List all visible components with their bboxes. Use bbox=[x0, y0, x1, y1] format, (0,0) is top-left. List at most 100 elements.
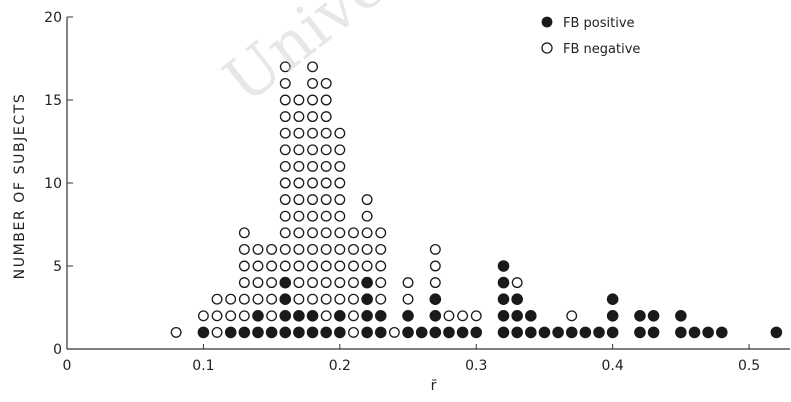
fb-negative-point bbox=[279, 94, 291, 106]
fb-negative-point bbox=[197, 310, 209, 322]
fb-negative-point bbox=[307, 111, 318, 123]
fb-negative-point bbox=[334, 127, 346, 139]
fb-positive-point bbox=[443, 326, 455, 339]
fb-negative-point bbox=[279, 210, 291, 222]
fb-negative-point bbox=[348, 260, 359, 272]
fb-positive-point bbox=[293, 309, 305, 322]
fb-positive-point bbox=[525, 309, 537, 322]
fb-negative-point bbox=[293, 293, 305, 305]
fb-negative-point bbox=[238, 277, 250, 289]
fb-negative-point bbox=[375, 277, 387, 289]
fb-negative-point bbox=[307, 260, 318, 272]
fb-positive-point bbox=[579, 326, 592, 339]
fb-positive-point bbox=[361, 276, 373, 289]
fb-negative-point bbox=[293, 144, 305, 156]
fb-negative-point bbox=[402, 277, 414, 289]
fb-negative-point bbox=[361, 227, 373, 239]
fb-positive-point bbox=[552, 326, 564, 339]
fb-negative-point bbox=[252, 243, 264, 255]
fb-negative-point bbox=[307, 160, 318, 172]
fb-negative-point bbox=[334, 277, 346, 289]
fb-negative-point bbox=[238, 227, 250, 239]
fb-negative-point bbox=[238, 310, 250, 322]
fb-positive-point bbox=[224, 326, 237, 339]
fb-negative-point bbox=[375, 243, 387, 255]
fb-negative-point bbox=[320, 177, 332, 189]
fb-negative-point bbox=[348, 277, 359, 289]
fb-positive-point bbox=[497, 326, 510, 339]
y-tick-label: 5 bbox=[53, 259, 62, 275]
fb-positive-point bbox=[279, 276, 292, 289]
fb-positive-point bbox=[538, 326, 551, 339]
fb-positive-point bbox=[361, 293, 373, 306]
fb-positive-point bbox=[361, 326, 373, 339]
fb-negative-point bbox=[320, 127, 332, 139]
fb-negative-point bbox=[348, 293, 359, 305]
fb-negative-point bbox=[307, 144, 318, 156]
fb-negative-point bbox=[402, 293, 414, 305]
x-tick-label: 0.2 bbox=[329, 358, 351, 374]
fb-negative-point bbox=[293, 111, 305, 123]
fb-negative-point bbox=[307, 127, 318, 139]
fb-negative-point bbox=[225, 310, 237, 322]
axes: 0 5 10 15 20 0 0.1 0.2 0.3 0.4 0.5 r̄ NUMBER OF SUBJ… bbox=[12, 10, 790, 394]
fb-positive-point bbox=[565, 326, 578, 339]
fb-positive-point bbox=[252, 326, 264, 339]
fb-negative-point bbox=[279, 160, 291, 172]
fb-negative-point bbox=[320, 277, 332, 289]
fb-positive-point bbox=[511, 293, 523, 306]
fb-positive-point bbox=[470, 326, 483, 339]
fb-negative-point bbox=[361, 243, 373, 255]
fb-positive-point bbox=[647, 309, 660, 322]
fb-negative-point bbox=[348, 326, 359, 338]
fb-negative-point bbox=[457, 310, 469, 322]
fb-negative-point bbox=[320, 243, 332, 255]
fb-negative-point bbox=[320, 260, 332, 272]
fb-positive-point bbox=[306, 326, 319, 339]
x-tick-label: 0.4 bbox=[602, 358, 624, 374]
fb-positive-point bbox=[252, 309, 264, 322]
y-tick-label: 10 bbox=[44, 176, 62, 192]
fb-negative-point bbox=[511, 277, 523, 289]
fb-negative-point bbox=[320, 293, 332, 305]
fb-negative-point bbox=[334, 160, 346, 172]
fb-negative-point bbox=[293, 227, 305, 239]
fb-negative-point bbox=[361, 194, 373, 206]
legend-label-fb-negative: FB negative bbox=[563, 42, 640, 57]
fb-negative-point bbox=[307, 194, 318, 206]
fb-positive-point bbox=[702, 326, 714, 339]
fb-positive-point bbox=[511, 309, 523, 322]
x-tick-label: 0.3 bbox=[465, 358, 487, 374]
fb-positive-point bbox=[606, 293, 619, 306]
fb-positive-point bbox=[606, 309, 619, 322]
fb-positive-point bbox=[770, 326, 783, 339]
fb-negative-point bbox=[307, 293, 318, 305]
fb-negative-point bbox=[334, 210, 346, 222]
fb-negative-point bbox=[266, 293, 278, 305]
fb-positive-point bbox=[279, 309, 292, 322]
fb-negative-point bbox=[279, 111, 291, 123]
x-axis-title: r̄ bbox=[431, 378, 437, 394]
fb-positive-point bbox=[402, 309, 414, 322]
fb-positive-point bbox=[497, 276, 510, 289]
fb-negative-point bbox=[334, 227, 346, 239]
fb-positive-point bbox=[593, 326, 605, 339]
fb-negative-point bbox=[238, 243, 250, 255]
fb-negative-point bbox=[334, 177, 346, 189]
fb-negative-point bbox=[170, 326, 182, 338]
fb-positive-point bbox=[606, 326, 619, 339]
fb-negative-point bbox=[361, 260, 373, 272]
x-tick-label: 0.1 bbox=[192, 358, 214, 374]
fb-negative-point bbox=[320, 144, 332, 156]
legend-label-fb-positive: FB positive bbox=[563, 16, 635, 31]
fb-negative-point bbox=[334, 243, 346, 255]
fb-negative-point bbox=[238, 260, 250, 272]
fb-negative-point bbox=[279, 243, 291, 255]
fb-negative-point bbox=[252, 260, 264, 272]
legend-marker-fb-negative bbox=[541, 42, 553, 54]
fb-negative-point bbox=[320, 160, 332, 172]
fb-negative-point bbox=[293, 277, 305, 289]
fb-negative-point bbox=[293, 177, 305, 189]
fb-negative-point bbox=[293, 194, 305, 206]
fb-negative-point bbox=[307, 77, 318, 89]
